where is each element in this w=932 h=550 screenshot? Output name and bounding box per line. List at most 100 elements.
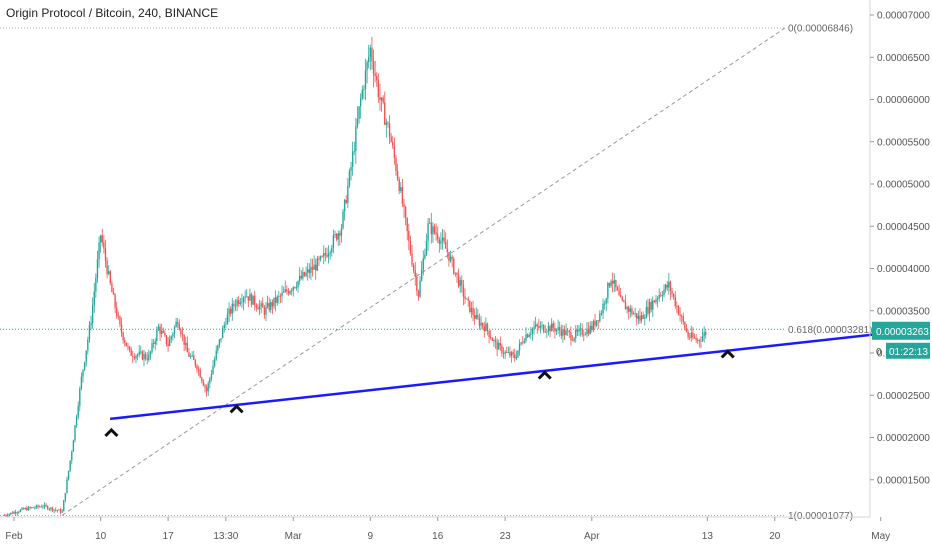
- candle-body: [231, 303, 233, 314]
- candle-body: [525, 334, 527, 341]
- candle-body: [26, 508, 28, 511]
- candle-body: [106, 260, 108, 274]
- candle-body: [199, 369, 201, 378]
- candle-body: [624, 302, 627, 310]
- candle-body: [151, 343, 153, 352]
- candle-body: [461, 280, 463, 286]
- candle-body: [571, 339, 574, 341]
- candle-body: [514, 354, 516, 359]
- candle-body: [478, 318, 481, 326]
- caret-marker: [104, 427, 119, 438]
- candle-body: [114, 294, 116, 308]
- candle-body: [294, 287, 296, 288]
- candle-body: [279, 295, 282, 297]
- candle-body: [682, 316, 684, 323]
- candle-body: [316, 258, 319, 271]
- candle-body: [531, 328, 534, 334]
- candle-body: [453, 258, 455, 274]
- candle-body: [618, 290, 620, 296]
- candle-body: [168, 339, 171, 346]
- candle-body: [538, 326, 540, 328]
- candle-body: [672, 293, 675, 297]
- candle-body: [292, 287, 294, 291]
- candle-body: [414, 270, 416, 277]
- candle-body: [411, 253, 413, 265]
- candle-body: [573, 338, 575, 341]
- candle-body: [467, 298, 469, 301]
- candle-body: [562, 328, 564, 336]
- time-tick-label: Feb: [5, 531, 23, 542]
- countdown-label: 01:22:13: [889, 347, 928, 358]
- candle-body: [270, 301, 272, 310]
- candle-body: [676, 305, 678, 307]
- candle-body: [547, 326, 550, 332]
- candle-body: [499, 343, 502, 346]
- candle-body: [557, 327, 559, 330]
- candle-body: [27, 507, 30, 511]
- candle-body: [220, 338, 222, 340]
- candle-body: [152, 343, 155, 344]
- countdown-tag: [886, 342, 930, 359]
- candle-body: [111, 283, 113, 293]
- candle-body: [698, 340, 701, 341]
- candle-body: [88, 325, 91, 340]
- candle-body: [650, 302, 652, 310]
- candle-body: [586, 328, 588, 335]
- candle-body: [435, 232, 437, 235]
- time-tick-label: 16: [432, 531, 444, 542]
- fib-level-label: 1(0.00001077): [788, 511, 853, 522]
- candle-body: [441, 237, 444, 241]
- candle-body: [148, 354, 150, 360]
- candle-body: [38, 506, 41, 508]
- candle-body: [149, 351, 152, 355]
- candle-body: [160, 330, 163, 334]
- candle-body: [695, 337, 697, 341]
- candle-body: [379, 96, 381, 101]
- candle-body: [534, 324, 537, 327]
- candle-body: [273, 297, 275, 307]
- candle-body: [533, 326, 535, 329]
- candle-body: [271, 301, 274, 307]
- price-tick-label: 0.00002000: [877, 433, 930, 444]
- fib-zero-label: 0: [876, 347, 882, 358]
- price-tick-label: 0.00004500: [877, 222, 930, 233]
- candle-body: [143, 354, 145, 360]
- candle-body: [374, 73, 376, 76]
- candle-body: [302, 272, 304, 279]
- time-tick-label: 9: [368, 531, 374, 542]
- candle-body: [37, 505, 39, 507]
- candle-body: [377, 80, 380, 97]
- candle-body: [644, 317, 646, 319]
- candle-body: [236, 299, 238, 306]
- candle-body: [252, 295, 254, 305]
- candle-body: [215, 350, 217, 360]
- time-tick-label: 17: [163, 531, 175, 542]
- candle-body: [628, 307, 630, 312]
- candle-body: [287, 291, 290, 294]
- candle-body: [428, 222, 431, 224]
- candle-body: [90, 323, 92, 326]
- caret-marker: [229, 404, 244, 414]
- candle-body: [541, 325, 543, 326]
- time-tick-label: 13: [702, 531, 714, 542]
- candle-body: [605, 298, 607, 304]
- candle-body: [523, 340, 526, 343]
- candle-body: [246, 296, 248, 298]
- candle-body: [395, 157, 397, 172]
- candle-body: [355, 126, 357, 152]
- candle-body: [127, 346, 129, 347]
- candle-body: [197, 369, 200, 371]
- candle-body: [660, 294, 662, 296]
- candle-body: [34, 507, 36, 509]
- candle-body: [124, 340, 126, 343]
- candle-body: [522, 342, 524, 344]
- time-tick-label: May: [871, 531, 890, 542]
- candle-body: [602, 303, 604, 314]
- candle-body: [223, 324, 225, 329]
- candle-body: [501, 345, 503, 354]
- current-price-label: 0.00003263: [876, 327, 929, 338]
- time-tick-label: 20: [769, 531, 781, 542]
- candle-body: [542, 325, 545, 332]
- candle-body: [438, 239, 441, 244]
